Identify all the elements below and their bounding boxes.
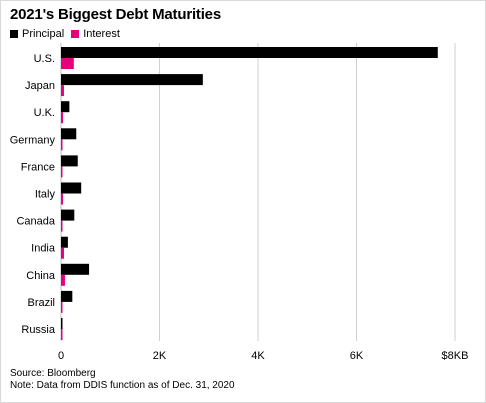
bar-interest-2 (61, 112, 63, 124)
legend-swatch-principal (10, 30, 18, 38)
category-label-0: U.S. (34, 53, 55, 65)
category-labels: U.S. Japan U.K. Germany France Italy Canada Ind… (10, 53, 56, 336)
bar-principal-1 (61, 74, 203, 86)
legend-label-interest: Interest (83, 28, 120, 40)
bar-interest-3 (61, 139, 63, 151)
x-tick-label-3: 6K (350, 350, 364, 362)
bar-interest-8 (61, 274, 65, 286)
bar-principal-8 (61, 263, 90, 275)
bar-interest-0 (61, 58, 74, 69)
legend-swatch-interest (71, 30, 80, 38)
legend-item-interest: Interest (71, 28, 120, 40)
bar-interest-5 (61, 193, 63, 205)
category-label-5: Italy (35, 189, 56, 201)
data-note: Note: Data from DDIS function as of Dec.… (10, 380, 235, 391)
category-label-3: Germany (10, 134, 56, 146)
legend-label-principal: Principal (22, 28, 65, 40)
category-label-4: France (21, 161, 55, 173)
bar-interest-1 (61, 85, 64, 97)
x-tick-label-4: $8KB (442, 350, 469, 362)
bar-principal-0 (61, 47, 438, 58)
bar-principal-2 (61, 101, 70, 113)
bar-principal-7 (61, 236, 68, 248)
bar-interest-6 (61, 220, 63, 232)
category-label-10: Russia (21, 324, 56, 336)
category-label-1: Japan (25, 80, 55, 92)
x-tick-label-0: 0 (58, 350, 64, 362)
gridlines (60, 43, 456, 341)
legend-item-principal: Principal (10, 28, 64, 40)
x-axis-tick-labels: 0 2K 4K 6K $8KB (58, 350, 469, 362)
bar-principal-5 (61, 182, 82, 194)
bar-principal-10 (61, 318, 63, 329)
bar-principal-3 (61, 128, 77, 140)
category-label-6: Canada (16, 216, 55, 228)
bar-principal-4 (61, 155, 78, 167)
source-note: Source: Bloomberg (10, 368, 96, 379)
category-label-8: China (26, 270, 56, 282)
legend: Principal Interest (10, 28, 127, 40)
footer: Source: Bloomberg Note: Data from DDIS f… (10, 368, 235, 392)
bar-principal-9 (61, 290, 73, 302)
chart-title: 2021's Biggest Debt Maturities (10, 6, 221, 23)
x-tick-label-2: 4K (251, 350, 265, 362)
bar-interest-7 (61, 247, 64, 259)
bar-interest-4 (61, 166, 63, 178)
bars (61, 47, 438, 340)
category-label-2: U.K. (34, 107, 55, 119)
x-tick-label-1: 2K (153, 350, 167, 362)
bar-interest-9 (61, 301, 63, 313)
category-label-9: Brazil (27, 297, 55, 309)
bar-interest-10 (61, 329, 63, 340)
bar-principal-6 (61, 209, 75, 221)
category-label-7: India (31, 243, 56, 255)
